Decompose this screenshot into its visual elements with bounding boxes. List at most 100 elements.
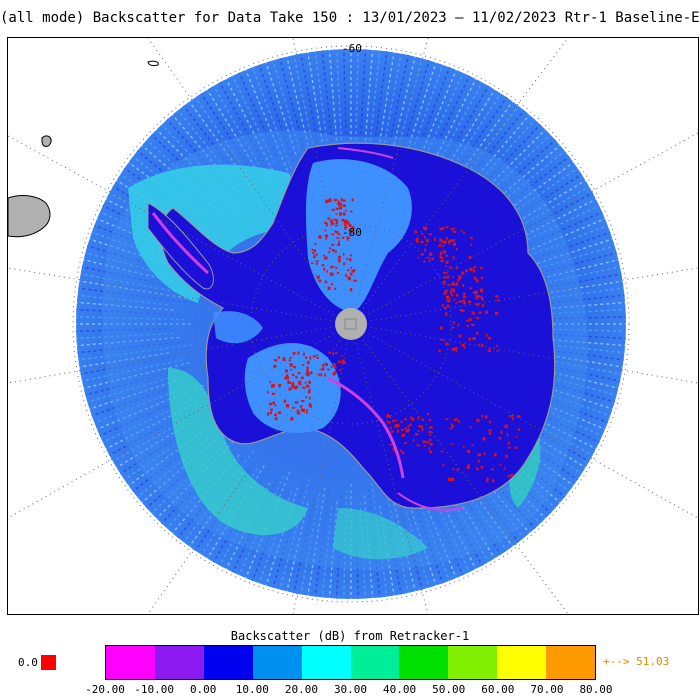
red-speckle (424, 248, 426, 252)
red-speckle (344, 227, 347, 230)
red-speckle (478, 295, 481, 298)
east-coast-magenta (397, 492, 464, 511)
red-speckle (393, 419, 398, 422)
red-speckle (480, 266, 483, 269)
red-speckle (449, 427, 453, 430)
red-speckle (320, 368, 324, 371)
track-streak (123, 420, 210, 481)
red-speckle (324, 362, 328, 367)
red-speckle (404, 417, 407, 421)
red-speckle (445, 342, 449, 346)
red-speckle (329, 198, 331, 202)
track-streak (80, 359, 183, 383)
red-speckle (443, 240, 447, 244)
red-speckle (332, 363, 337, 366)
red-speckle (353, 279, 357, 282)
red-speckle (327, 368, 330, 371)
red-speckle (463, 299, 465, 302)
track-streak (386, 492, 410, 595)
red-speckle (452, 276, 455, 278)
red-speckle (451, 283, 455, 286)
red-speckle (454, 347, 458, 351)
red-speckle (423, 260, 426, 263)
red-speckle (446, 275, 450, 279)
red-speckle (455, 283, 458, 286)
high-backscatter-patches (266, 198, 521, 483)
red-speckle (402, 434, 406, 437)
red-speckle (337, 360, 341, 364)
red-speckle (342, 204, 346, 208)
red-speckle (388, 415, 392, 418)
pole-marker (344, 318, 357, 330)
red-speckle (446, 304, 449, 307)
red-speckle (315, 253, 318, 256)
red-speckle (284, 376, 288, 380)
red-speckle (316, 357, 319, 359)
red-speckle (418, 425, 421, 428)
red-speckle (311, 248, 314, 251)
pole-data-gap (335, 308, 367, 340)
red-speckle (488, 348, 491, 351)
red-speckle (462, 231, 466, 234)
red-speckle (434, 237, 436, 241)
red-speckle (455, 350, 458, 353)
ross-sea-ice (168, 368, 308, 535)
red-speckle (350, 266, 353, 269)
colorbar-segment (448, 646, 498, 679)
red-speckle (296, 409, 300, 413)
track-streak (512, 231, 612, 268)
red-speckle (405, 428, 409, 433)
red-speckle (450, 288, 453, 291)
map-title: (all mode) Backscatter for Data Take 150… (0, 10, 700, 26)
red-speckle (348, 277, 351, 281)
track-streak (231, 74, 276, 164)
red-speckle (438, 244, 441, 247)
red-speckle (334, 287, 336, 291)
red-speckle (429, 259, 431, 262)
red-speckle (348, 229, 351, 232)
red-speckle (306, 366, 309, 369)
red-speckle (290, 417, 294, 421)
track-streak (328, 49, 339, 153)
red-speckle (477, 453, 482, 456)
red-speckle (330, 272, 334, 276)
track-streak (335, 495, 343, 599)
red-speckle (330, 283, 334, 286)
red-speckle (498, 437, 502, 440)
red-speckle (292, 352, 296, 355)
red-speckle (350, 229, 354, 232)
red-speckle (351, 198, 354, 202)
red-speckle (345, 273, 348, 277)
red-speckle (269, 411, 272, 415)
red-speckle (442, 250, 446, 254)
red-speckle (296, 411, 299, 415)
map-frame: -60 -80 (7, 37, 699, 615)
colorbar-segment (399, 646, 449, 679)
red-speckle (450, 293, 453, 297)
track-streak (300, 492, 321, 596)
track-streak (225, 77, 274, 172)
red-speckle (509, 415, 512, 418)
red-speckle (336, 272, 340, 274)
red-speckle (310, 371, 313, 374)
red-speckle (467, 464, 470, 468)
red-speckle (450, 228, 453, 230)
red-speckle (488, 336, 491, 340)
red-speckle (485, 310, 488, 314)
red-speckle (505, 454, 508, 458)
red-speckle (454, 418, 458, 421)
red-speckle (470, 236, 473, 240)
red-speckle (328, 351, 331, 354)
red-speckle (392, 419, 394, 422)
red-speckle (443, 276, 446, 279)
red-speckle (336, 221, 338, 225)
red-speckle (463, 292, 466, 295)
graticule (8, 38, 698, 614)
red-speckle (293, 365, 296, 369)
red-speckle (338, 207, 340, 210)
red-speckle (428, 447, 431, 451)
red-speckle (304, 381, 307, 384)
colorbar-tick-label: 50.00 (432, 683, 466, 696)
red-speckle (301, 408, 303, 412)
red-speckle (324, 229, 327, 232)
